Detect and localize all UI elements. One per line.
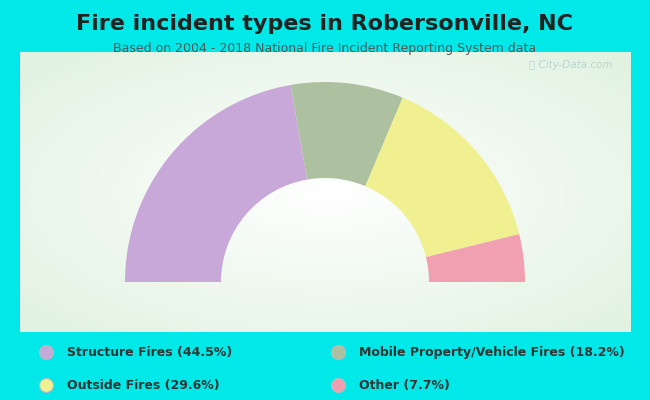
Wedge shape [365, 98, 519, 257]
Wedge shape [426, 234, 525, 282]
Text: Outside Fires (29.6%): Outside Fires (29.6%) [67, 378, 220, 392]
Wedge shape [291, 82, 403, 186]
Text: Structure Fires (44.5%): Structure Fires (44.5%) [67, 346, 232, 359]
Text: ⓘ City-Data.com: ⓘ City-Data.com [528, 60, 612, 70]
Text: Based on 2004 - 2018 National Fire Incident Reporting System data: Based on 2004 - 2018 National Fire Incid… [114, 42, 536, 55]
Text: Other (7.7%): Other (7.7%) [359, 378, 450, 392]
Text: Mobile Property/Vehicle Fires (18.2%): Mobile Property/Vehicle Fires (18.2%) [359, 346, 625, 359]
Text: Fire incident types in Robersonville, NC: Fire incident types in Robersonville, NC [77, 14, 573, 34]
Wedge shape [125, 85, 307, 282]
